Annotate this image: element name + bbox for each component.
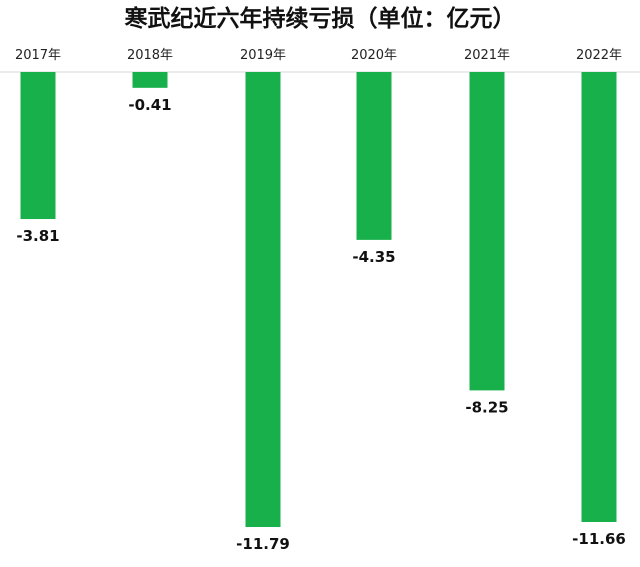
data-label: -11.79 [236,535,290,553]
data-label: -4.35 [352,248,395,266]
x-tick-label: 2018年 [127,48,173,63]
x-tick-label: 2021年 [464,48,510,63]
data-label: -8.25 [465,398,508,416]
x-tick-label: 2017年 [15,48,61,63]
bar [245,72,281,527]
x-tick-label: 2022年 [576,48,622,63]
chart-title: 寒武纪近六年持续亏损（单位：亿元） [125,5,516,32]
data-label: -0.41 [128,96,171,114]
data-label: -11.66 [572,530,626,548]
x-tick-labels: 2017年 2018年 2019年 2020年 2021年 2022年 [15,48,622,63]
bar [20,72,56,220]
x-tick-label: 2019年 [240,48,286,63]
bar [356,72,392,240]
data-labels: -3.81 -0.41 -11.79 -4.35 -8.25 -11.66 [16,96,625,553]
bar [132,72,168,88]
bar [581,72,617,522]
bars [20,72,617,527]
data-label: -3.81 [16,227,59,245]
x-tick-label: 2020年 [351,48,397,63]
bar [469,72,505,391]
